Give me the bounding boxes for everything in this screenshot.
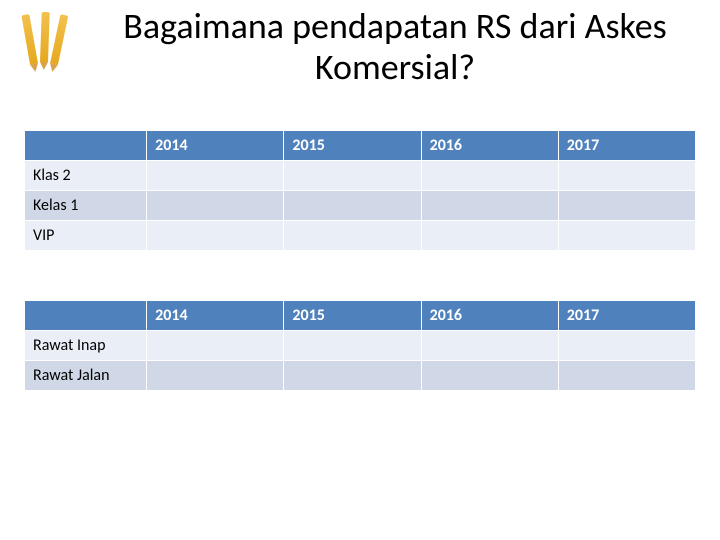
cell [421, 191, 558, 221]
row-label: Rawat Jalan [25, 361, 147, 391]
cell [147, 191, 284, 221]
cell [558, 161, 695, 191]
table-by-service: 2014 2015 2016 2017 Rawat Inap Rawat Jal… [24, 300, 696, 391]
col-header: 2015 [284, 131, 421, 161]
cell [558, 331, 695, 361]
table-header-row: 2014 2015 2016 2017 [25, 301, 696, 331]
cell [147, 331, 284, 361]
cell [147, 161, 284, 191]
cell [421, 161, 558, 191]
cell [421, 361, 558, 391]
table-row: Kelas 1 [25, 191, 696, 221]
cell [284, 161, 421, 191]
table-row: VIP [25, 221, 696, 251]
col-header: 2014 [147, 131, 284, 161]
cell [284, 361, 421, 391]
cell [421, 221, 558, 251]
col-header: 2016 [421, 131, 558, 161]
pencils-icon [12, 10, 72, 70]
row-label: Klas 2 [25, 161, 147, 191]
table-row: Klas 2 [25, 161, 696, 191]
table-header-blank [25, 301, 147, 331]
col-header: 2017 [558, 131, 695, 161]
slide-title: Bagaimana pendapatan RS dari Askes Komer… [90, 6, 700, 89]
cell [147, 361, 284, 391]
col-header: 2017 [558, 301, 695, 331]
col-header: 2016 [421, 301, 558, 331]
cell [558, 361, 695, 391]
cell [284, 331, 421, 361]
table-header-blank [25, 131, 147, 161]
cell [558, 221, 695, 251]
table-header-row: 2014 2015 2016 2017 [25, 131, 696, 161]
cell [284, 221, 421, 251]
table-by-class: 2014 2015 2016 2017 Klas 2 Kelas 1 VIP [24, 130, 696, 251]
col-header: 2015 [284, 301, 421, 331]
table-row: Rawat Jalan [25, 361, 696, 391]
table-row: Rawat Inap [25, 331, 696, 361]
row-label: Kelas 1 [25, 191, 147, 221]
cell [284, 191, 421, 221]
cell [558, 191, 695, 221]
cell [421, 331, 558, 361]
col-header: 2014 [147, 301, 284, 331]
cell [147, 221, 284, 251]
row-label: Rawat Inap [25, 331, 147, 361]
row-label: VIP [25, 221, 147, 251]
